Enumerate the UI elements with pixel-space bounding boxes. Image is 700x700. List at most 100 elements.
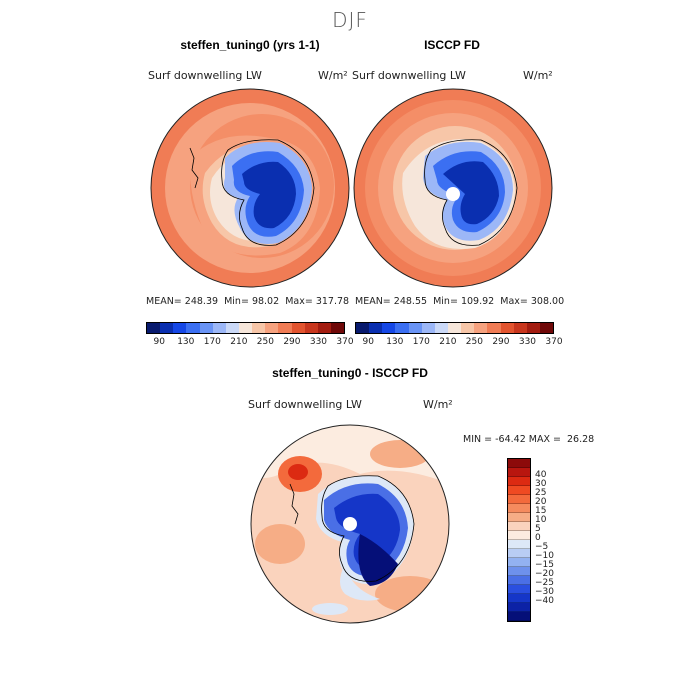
max-label: Max= xyxy=(500,296,528,307)
colorbar-swatch xyxy=(508,585,530,594)
panel-2-variable: Surf downwelling LW xyxy=(352,69,466,82)
panel-2-colorbar xyxy=(355,322,554,334)
colorbar-swatch xyxy=(487,323,501,333)
colorbar-swatch xyxy=(508,522,530,531)
colorbar-swatch xyxy=(147,323,161,333)
max-label: Max= xyxy=(285,296,313,307)
colorbar-swatch xyxy=(500,323,514,333)
colorbar-tick-label: 90 xyxy=(153,337,165,347)
panel-2-units: W/m² xyxy=(523,69,553,82)
panel-1-min: 98.02 xyxy=(251,296,280,307)
colorbar-swatch xyxy=(508,558,530,567)
colorbar-swatch xyxy=(186,323,200,333)
panel-1-max: 317.78 xyxy=(315,296,350,307)
diff-panel-units: W/m² xyxy=(423,398,453,411)
colorbar-tick-label: −10 xyxy=(535,551,554,561)
colorbar-swatch xyxy=(304,323,318,333)
colorbar-swatch xyxy=(508,576,530,585)
colorbar-tick-label: 290 xyxy=(492,337,510,347)
colorbar-tick-label: −25 xyxy=(535,578,554,588)
colorbar-tick-label: 0 xyxy=(535,533,541,543)
diff-colorbar-ticks: 40 30 25 20 15 10 5 0 −5 −10 −15 −20 −25 −30 −40 xyxy=(535,458,575,620)
colorbar-swatch xyxy=(395,323,409,333)
colorbar-swatch xyxy=(291,323,305,333)
panel-2-colorbar-ticks: 90 130 170 210 250 290 330 370 xyxy=(355,337,563,349)
panel-1-colorbar-ticks: 90 130 170 210 250 290 330 370 xyxy=(146,337,354,349)
panel-2-mean: 248.55 xyxy=(393,296,428,307)
colorbar-swatch xyxy=(508,612,530,621)
colorbar-swatch xyxy=(461,323,475,333)
min-label: Min= xyxy=(433,296,458,307)
colorbar-tick-label: 5 xyxy=(535,524,541,534)
diff-colorbar xyxy=(507,458,531,622)
colorbar-swatch xyxy=(160,323,174,333)
colorbar-swatch xyxy=(508,504,530,513)
colorbar-tick-label: 370 xyxy=(545,337,563,347)
colorbar-swatch xyxy=(421,323,435,333)
colorbar-swatch xyxy=(508,495,530,504)
colorbar-swatch xyxy=(526,323,540,333)
colorbar-swatch xyxy=(212,323,226,333)
colorbar-swatch xyxy=(408,323,422,333)
colorbar-swatch xyxy=(447,323,462,333)
diff-panel-variable: Surf downwelling LW xyxy=(248,398,362,411)
diff-panel-title: steffen_tuning0 - ISCCP FD xyxy=(272,366,428,380)
colorbar-tick-label: 250 xyxy=(465,337,483,347)
mean-label: MEAN= xyxy=(146,296,182,307)
colorbar-swatch xyxy=(508,540,530,549)
colorbar-tick-label: 10 xyxy=(535,515,547,525)
panel-1-title: steffen_tuning0 (yrs 1-1) xyxy=(180,38,320,52)
colorbar-swatch xyxy=(265,323,279,333)
figure-title: DJF xyxy=(332,8,368,32)
colorbar-swatch xyxy=(513,323,527,333)
panel-2-map xyxy=(353,88,553,288)
panel-1-mean: 248.39 xyxy=(184,296,219,307)
colorbar-tick-label: 170 xyxy=(203,337,221,347)
colorbar-swatch xyxy=(508,531,530,540)
min-label: Min= xyxy=(224,296,249,307)
colorbar-swatch xyxy=(252,323,266,333)
colorbar-swatch xyxy=(369,323,383,333)
colorbar-tick-label: 370 xyxy=(336,337,354,347)
colorbar-tick-label: 40 xyxy=(535,470,547,480)
colorbar-swatch xyxy=(508,594,530,603)
colorbar-swatch xyxy=(199,323,213,333)
colorbar-swatch xyxy=(508,603,530,612)
colorbar-swatch xyxy=(508,477,530,486)
colorbar-tick-label: 210 xyxy=(439,337,457,347)
panel-1-variable: Surf downwelling LW xyxy=(148,69,262,82)
colorbar-swatch xyxy=(508,549,530,558)
colorbar-swatch xyxy=(330,323,345,333)
panel-2-min: 109.92 xyxy=(460,296,495,307)
colorbar-tick-label: 15 xyxy=(535,506,547,516)
diff-min-label: MIN = xyxy=(463,434,493,445)
colorbar-tick-label: 30 xyxy=(535,479,547,489)
colorbar-swatch xyxy=(225,323,239,333)
colorbar-swatch xyxy=(508,513,530,522)
colorbar-swatch xyxy=(382,323,396,333)
colorbar-tick-label: −5 xyxy=(535,542,549,552)
mean-label: MEAN= xyxy=(355,296,391,307)
diff-panel-minmax: MIN = -64.42 MAX = 26.28 xyxy=(463,434,594,445)
colorbar-tick-label: −15 xyxy=(535,560,554,570)
colorbar-tick-label: −30 xyxy=(535,587,554,597)
colorbar-swatch xyxy=(317,323,331,333)
colorbar-tick-label: 250 xyxy=(256,337,274,347)
colorbar-swatch xyxy=(434,323,448,333)
colorbar-tick-label: 330 xyxy=(518,337,537,347)
panel-1-units: W/m² xyxy=(318,69,348,82)
colorbar-swatch xyxy=(278,323,292,333)
panel-1-colorbar xyxy=(146,322,345,334)
colorbar-swatch xyxy=(238,323,253,333)
colorbar-tick-label: −40 xyxy=(535,596,554,606)
colorbar-tick-label: −20 xyxy=(535,569,554,579)
diff-min: -64.42 xyxy=(495,434,526,445)
colorbar-swatch xyxy=(508,567,530,576)
panel-1-map xyxy=(150,88,350,288)
colorbar-tick-label: 20 xyxy=(535,497,547,507)
diff-panel-map xyxy=(250,424,450,624)
colorbar-tick-label: 130 xyxy=(177,337,195,347)
colorbar-tick-label: 25 xyxy=(535,488,547,498)
colorbar-swatch xyxy=(508,459,530,468)
colorbar-swatch xyxy=(508,468,530,477)
